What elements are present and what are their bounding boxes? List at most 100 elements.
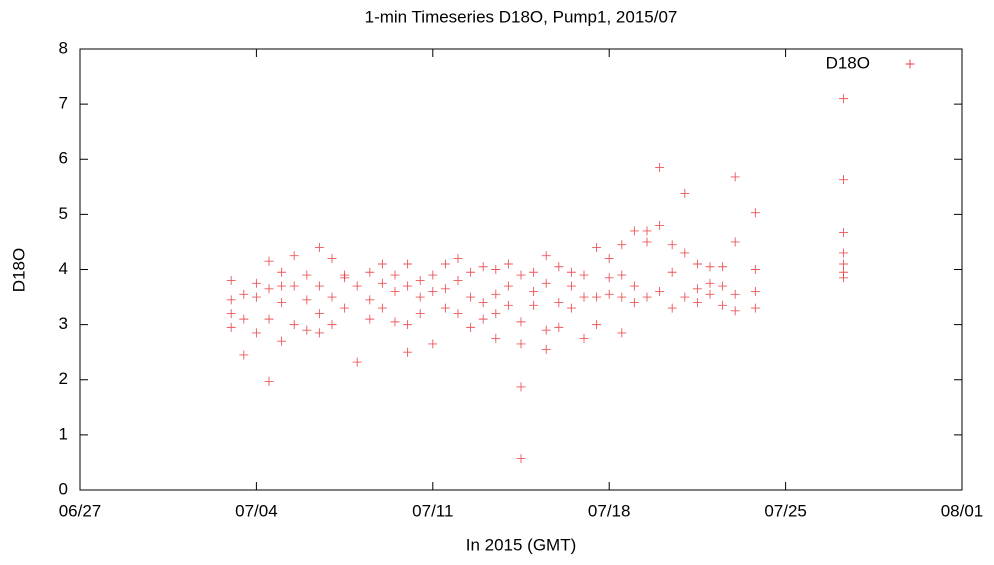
data-point xyxy=(377,303,387,313)
data-point xyxy=(629,298,639,308)
data-point xyxy=(377,278,387,288)
data-point xyxy=(466,292,476,302)
data-point xyxy=(617,292,627,302)
data-point xyxy=(453,253,463,263)
data-point xyxy=(403,281,413,291)
data-point xyxy=(592,242,602,252)
data-point xyxy=(604,273,614,283)
data-point xyxy=(302,325,312,335)
y-tick-label: 6 xyxy=(59,149,68,168)
data-point xyxy=(466,267,476,277)
y-tick-label: 4 xyxy=(59,259,68,278)
data-point xyxy=(503,300,513,310)
data-point xyxy=(705,278,715,288)
data-point xyxy=(415,292,425,302)
data-point xyxy=(604,253,614,263)
data-point xyxy=(604,289,614,299)
data-point xyxy=(516,454,526,464)
data-point xyxy=(705,262,715,272)
data-point xyxy=(680,188,690,198)
data-point xyxy=(617,240,627,250)
data-point xyxy=(428,270,438,280)
plot-frame xyxy=(79,48,963,491)
data-point xyxy=(541,344,551,354)
data-point xyxy=(705,289,715,299)
data-point xyxy=(302,295,312,305)
data-point xyxy=(466,322,476,332)
data-point xyxy=(730,237,740,247)
data-point xyxy=(750,303,760,313)
x-axis-label: In 2015 (GMT) xyxy=(466,535,577,554)
y-tick-label: 5 xyxy=(59,204,68,223)
data-point xyxy=(839,228,849,238)
data-point xyxy=(516,317,526,327)
data-point xyxy=(629,281,639,291)
data-point xyxy=(554,322,564,332)
data-point xyxy=(750,265,760,274)
data-point xyxy=(642,237,652,247)
data-point xyxy=(453,276,463,286)
data-point xyxy=(226,322,236,332)
data-point xyxy=(680,248,690,258)
data-point xyxy=(839,94,849,104)
y-tick-label: 0 xyxy=(59,479,68,498)
data-point xyxy=(440,259,450,269)
data-point xyxy=(390,270,400,280)
data-point xyxy=(289,281,299,291)
data-point xyxy=(277,281,287,291)
data-point xyxy=(390,287,400,297)
x-tick-label: 07/11 xyxy=(412,501,453,520)
data-point xyxy=(554,262,564,272)
data-point xyxy=(226,295,236,305)
data-point xyxy=(566,303,576,313)
data-point xyxy=(579,292,589,302)
data-point xyxy=(239,314,249,324)
data-point xyxy=(667,267,677,277)
data-point xyxy=(478,262,488,272)
data-point xyxy=(541,325,551,335)
data-point xyxy=(730,172,740,182)
data-point xyxy=(730,289,740,299)
data-point xyxy=(314,328,324,338)
x-tick-label: 07/25 xyxy=(764,501,807,520)
data-point xyxy=(352,357,362,367)
x-tick-label: 07/18 xyxy=(588,501,631,520)
data-point xyxy=(289,320,299,330)
data-point xyxy=(314,242,324,252)
data-point xyxy=(251,278,261,288)
data-point xyxy=(629,226,639,236)
data-point xyxy=(340,303,350,313)
data-point xyxy=(592,320,602,330)
data-point xyxy=(667,303,677,313)
data-point xyxy=(692,284,702,294)
y-tick-label: 8 xyxy=(59,38,68,57)
data-point xyxy=(415,276,425,286)
data-point xyxy=(239,289,249,299)
data-point xyxy=(453,309,463,319)
data-point xyxy=(251,292,261,302)
data-point xyxy=(680,292,690,302)
data-point xyxy=(365,267,375,277)
x-tick-label: 08/01 xyxy=(941,501,984,520)
data-point xyxy=(302,270,312,280)
data-point xyxy=(226,309,236,319)
data-point xyxy=(478,314,488,324)
data-point xyxy=(503,259,513,269)
data-point xyxy=(377,259,387,269)
data-point xyxy=(617,270,627,280)
data-point xyxy=(327,292,337,302)
y-axis-label: D18O xyxy=(9,248,28,292)
data-point xyxy=(750,287,760,297)
data-point xyxy=(390,317,400,327)
data-point xyxy=(718,300,728,310)
data-point xyxy=(718,262,728,272)
data-point xyxy=(365,295,375,305)
legend-label: D18O xyxy=(826,53,870,72)
data-point xyxy=(541,251,551,261)
data-point xyxy=(277,298,287,308)
data-point xyxy=(264,314,274,324)
data-point xyxy=(440,284,450,294)
data-point xyxy=(403,320,413,330)
data-point xyxy=(655,163,665,173)
